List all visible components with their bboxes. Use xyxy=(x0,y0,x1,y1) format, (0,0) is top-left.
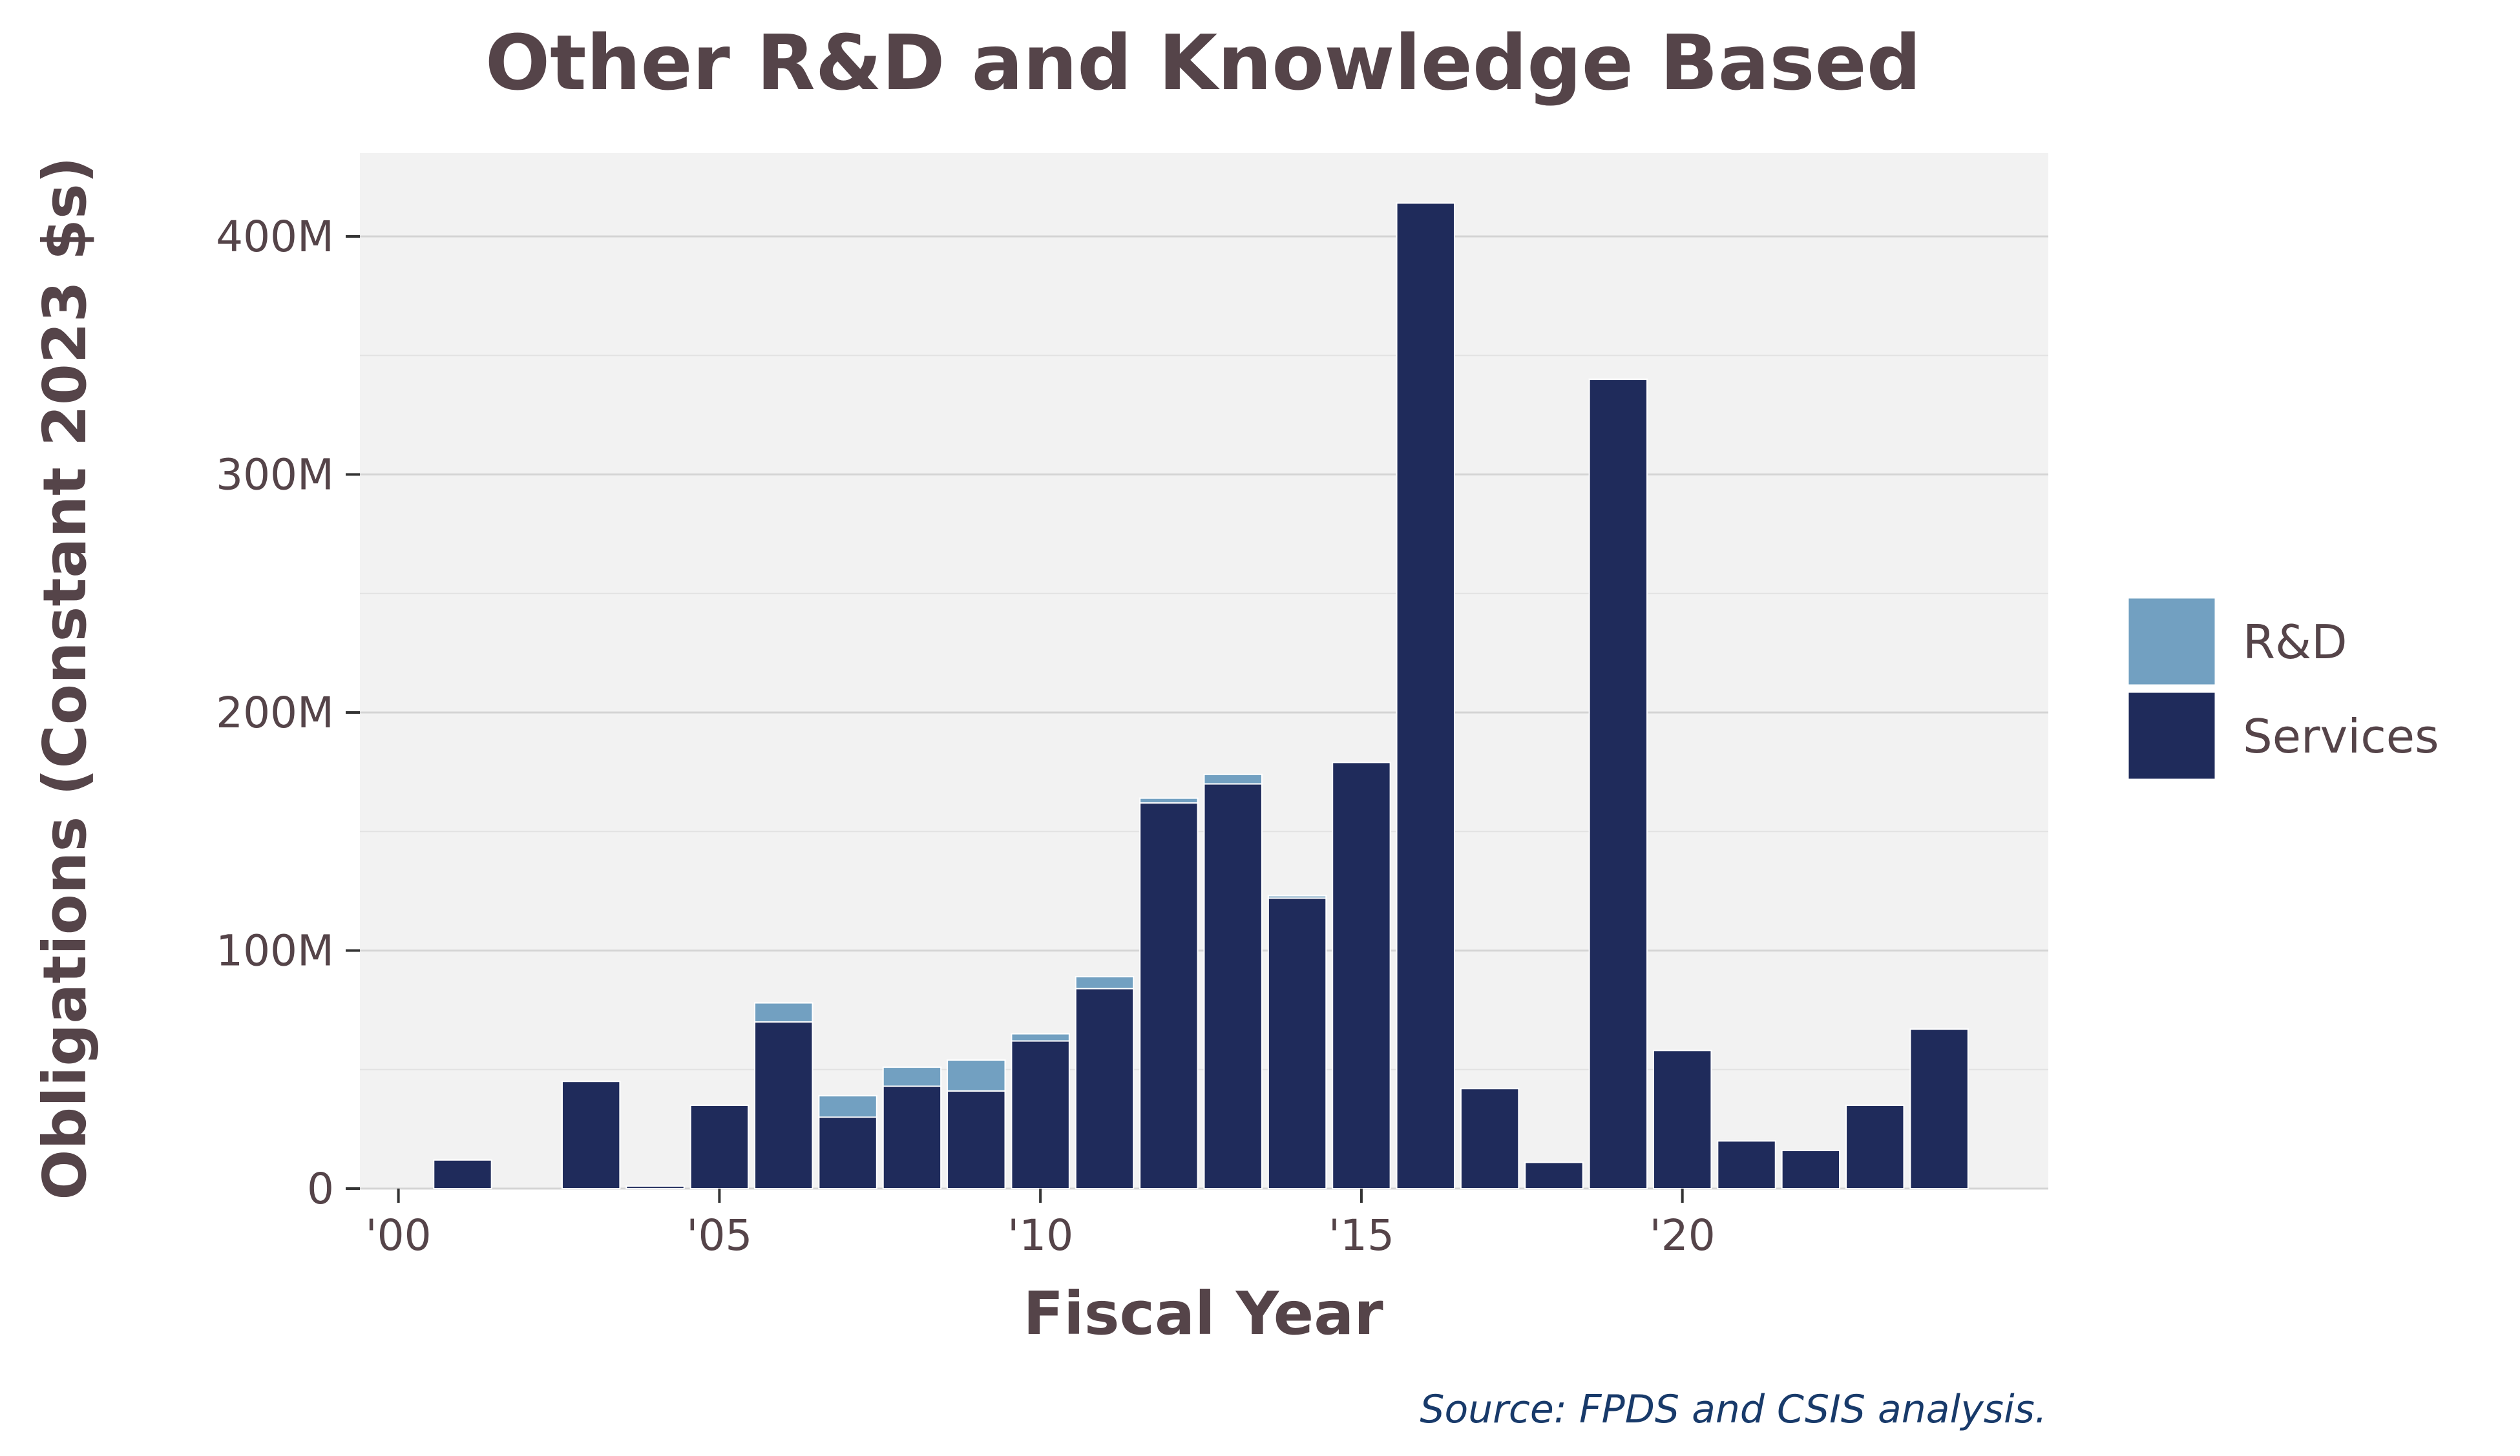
bar-rd-2006 xyxy=(754,1002,814,1023)
bar-services-2017 xyxy=(1460,1088,1520,1189)
bar-services-2013 xyxy=(1203,783,1263,1190)
bar-rd-2008 xyxy=(882,1066,942,1087)
y-tick-label: 200M xyxy=(216,688,334,738)
bar-services-2012 xyxy=(1139,802,1199,1189)
bar-services-2003 xyxy=(561,1081,621,1189)
bar-rd-2007 xyxy=(818,1095,877,1118)
bar-services-2001 xyxy=(433,1159,492,1189)
bar-rd-2013 xyxy=(1203,773,1263,785)
bar-services-2008 xyxy=(882,1085,942,1189)
bar-services-2006 xyxy=(754,1021,814,1190)
bar-services-2009 xyxy=(947,1090,1006,1189)
bar-services-2010 xyxy=(1011,1040,1070,1190)
x-tick-label: '20 xyxy=(1650,1211,1716,1260)
bar-services-2024 xyxy=(1909,1028,1969,1190)
bar-services-2016 xyxy=(1396,202,1455,1189)
x-tick-label: '00 xyxy=(366,1211,432,1260)
y-tick-label: 100M xyxy=(216,926,334,975)
bar-services-2020 xyxy=(1652,1050,1712,1190)
y-axis-title: Obligations (Constant 2023 $s) xyxy=(30,156,100,1200)
legend: R&D Services xyxy=(2126,596,2439,781)
y-tick-label: 300M xyxy=(216,450,334,499)
chart-title: Other R&D and Knowledge Based xyxy=(485,18,1921,107)
bar-services-2022 xyxy=(1781,1150,1841,1189)
legend-swatch-services xyxy=(2126,691,2217,781)
x-axis-title: Fiscal Year xyxy=(1023,1279,1383,1348)
bar-services-2023 xyxy=(1845,1105,1905,1189)
bar-services-2011 xyxy=(1075,988,1135,1190)
legend-label-rd: R&D xyxy=(2243,615,2347,669)
bar-services-2021 xyxy=(1717,1140,1776,1189)
y-tick-label: 400M xyxy=(216,212,334,262)
x-tick-label: '05 xyxy=(686,1211,752,1260)
bar-rd-2014 xyxy=(1267,895,1327,899)
bar-services-2019 xyxy=(1588,379,1648,1189)
bar-services-2018 xyxy=(1524,1161,1584,1189)
source-note: Source: FPDS and CSIS analysis. xyxy=(1420,1387,2047,1432)
bar-services-2005 xyxy=(689,1105,750,1189)
bar-services-2004 xyxy=(625,1185,685,1189)
bar-rd-2010 xyxy=(1011,1033,1070,1042)
x-tick-label: '10 xyxy=(1007,1211,1073,1260)
bar-services-2007 xyxy=(818,1116,877,1189)
bar-services-2014 xyxy=(1267,897,1327,1189)
bar-rd-2011 xyxy=(1075,976,1135,990)
bar-rd-2012 xyxy=(1139,797,1199,804)
bar-rd-2009 xyxy=(947,1059,1006,1092)
y-tick-label: 0 xyxy=(307,1164,334,1214)
bar-services-2015 xyxy=(1332,762,1391,1190)
legend-swatch-rd xyxy=(2126,596,2217,687)
x-tick-label: '15 xyxy=(1328,1211,1394,1260)
legend-label-services: Services xyxy=(2243,709,2439,764)
plot-area: 0 100M 200M 300M 400M '00 '05 '10 '15 '20 xyxy=(216,153,2048,1260)
